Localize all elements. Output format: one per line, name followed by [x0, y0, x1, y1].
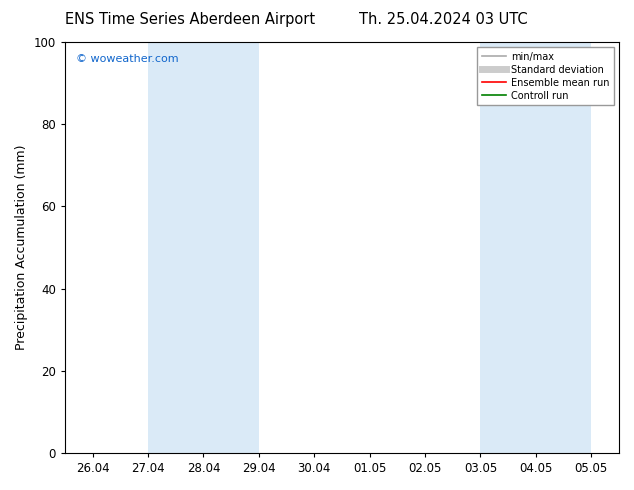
Text: © woweather.com: © woweather.com — [76, 54, 179, 64]
Y-axis label: Precipitation Accumulation (mm): Precipitation Accumulation (mm) — [15, 145, 28, 350]
Legend: min/max, Standard deviation, Ensemble mean run, Controll run: min/max, Standard deviation, Ensemble me… — [477, 47, 614, 105]
Bar — [481, 42, 592, 453]
Bar — [148, 42, 259, 453]
Text: Th. 25.04.2024 03 UTC: Th. 25.04.2024 03 UTC — [359, 12, 528, 27]
Text: ENS Time Series Aberdeen Airport: ENS Time Series Aberdeen Airport — [65, 12, 315, 27]
